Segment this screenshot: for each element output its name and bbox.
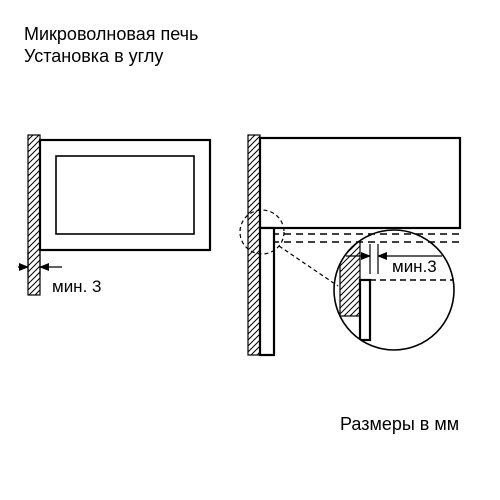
detail-view: мин.3 bbox=[334, 230, 455, 350]
side-view bbox=[240, 135, 460, 355]
microwave-door bbox=[56, 156, 194, 234]
title-line-2: Установка в углу bbox=[24, 46, 163, 66]
cabinet-door bbox=[260, 228, 274, 355]
dimension-label-min-3: мин.3 bbox=[392, 257, 437, 276]
cabinet-door bbox=[360, 280, 370, 340]
installation-diagram: Микроволновая печь Установка в углу мин.… bbox=[0, 0, 500, 500]
title-line-1: Микроволновая печь bbox=[24, 24, 198, 44]
wall-section bbox=[28, 135, 40, 295]
front-view: мин. 3 bbox=[18, 135, 210, 296]
wall-cabinet bbox=[260, 138, 460, 228]
callout-leader bbox=[279, 246, 338, 286]
wall-section bbox=[248, 135, 260, 355]
dimension-label-min-3: мин. 3 bbox=[52, 277, 101, 296]
wall-section bbox=[340, 236, 360, 316]
units-note: Размеры в мм bbox=[340, 414, 459, 434]
